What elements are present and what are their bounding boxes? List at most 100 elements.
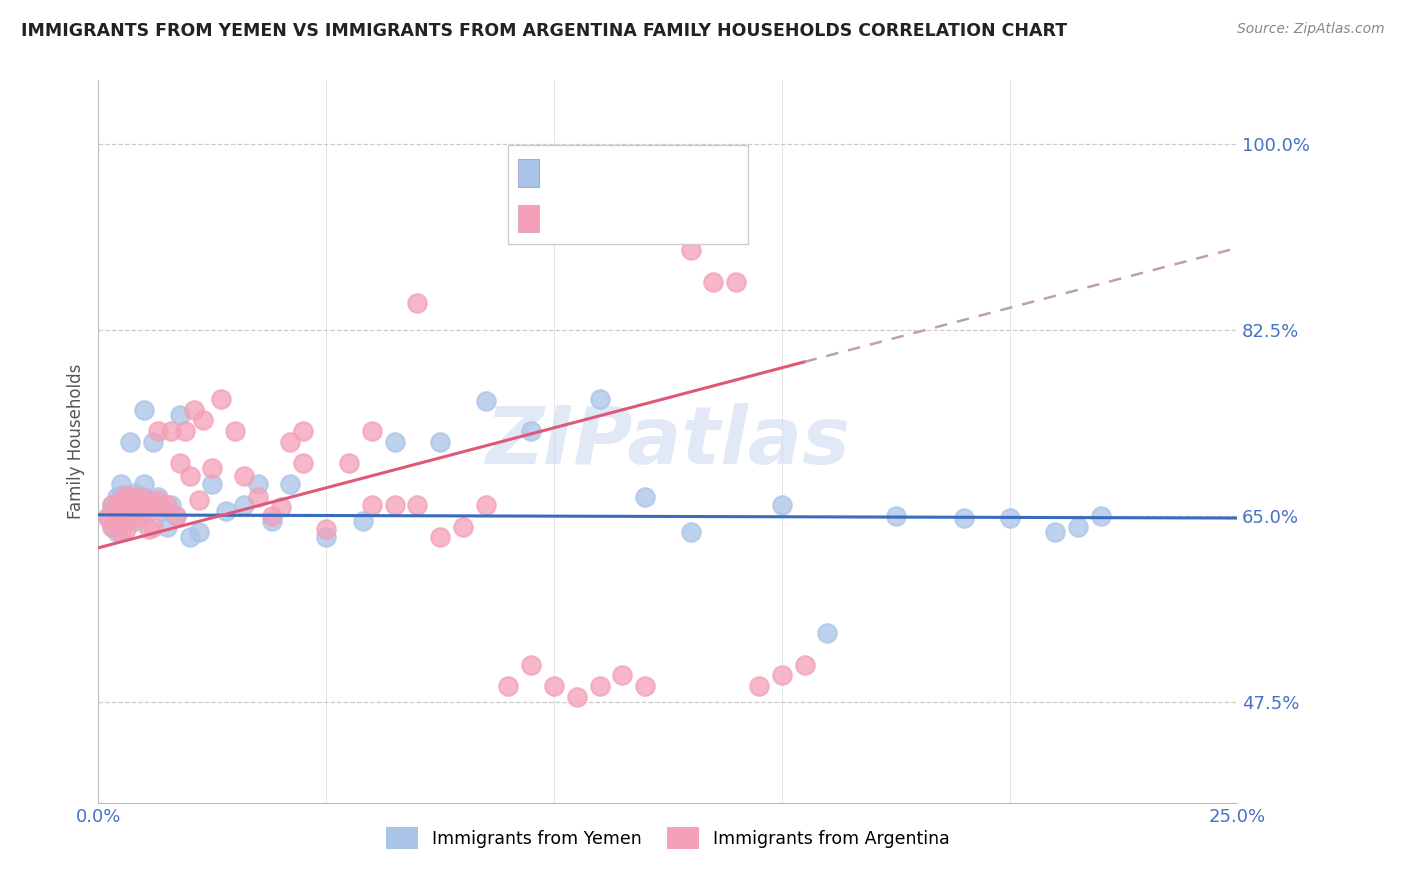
Text: N =: N = [652,209,692,227]
Point [114,488,136,502]
Text: 67: 67 [688,208,716,227]
Point [101,519,124,533]
Point [315,522,337,536]
Point [520,657,543,672]
Point [142,434,165,449]
Text: 50: 50 [688,163,714,182]
Point [150,503,173,517]
Point [193,413,215,427]
Point [1043,524,1066,539]
FancyBboxPatch shape [508,145,748,244]
Point [142,519,165,533]
Point [384,498,406,512]
FancyBboxPatch shape [517,204,540,233]
Point [725,275,748,289]
Text: -0.011: -0.011 [576,163,645,182]
Point [114,522,136,536]
Point [96,511,118,525]
Point [246,490,269,504]
Point [406,296,429,310]
Point [128,500,150,515]
Point [187,524,209,539]
Point [360,498,382,512]
Point [233,498,256,512]
Point [770,498,793,512]
Point [634,490,657,504]
Point [138,493,160,508]
Point [105,500,128,515]
Point [429,434,451,449]
Point [146,424,169,438]
Point [337,456,360,470]
Point [138,498,160,512]
Point [128,498,150,512]
Point [160,498,183,512]
Point [215,503,238,517]
Point [953,511,976,525]
Point [588,392,610,406]
Text: N =: N = [652,164,692,182]
Point [110,488,132,502]
Text: R =: R = [547,164,585,182]
Point [105,524,128,539]
Point [451,519,474,533]
Point [246,477,269,491]
Point [352,514,374,528]
Point [110,524,132,539]
Point [128,508,150,523]
Point [101,498,124,512]
Point [270,500,292,515]
Point [884,508,907,523]
Point [138,522,160,536]
Point [634,679,657,693]
Point [278,477,301,491]
Text: Source: ZipAtlas.com: Source: ZipAtlas.com [1237,22,1385,37]
Y-axis label: Family Households: Family Households [66,364,84,519]
Point [543,679,565,693]
Point [183,402,205,417]
Point [124,503,146,517]
Point [657,179,679,194]
Point [124,514,146,528]
Point [165,508,187,523]
Point [114,508,136,523]
Point [101,498,124,512]
Point [793,657,815,672]
Text: ZIPatlas: ZIPatlas [485,402,851,481]
Point [169,408,191,422]
Legend: Immigrants from Yemen, Immigrants from Argentina: Immigrants from Yemen, Immigrants from A… [380,821,956,855]
Point [702,275,724,289]
Point [114,511,136,525]
Point [315,530,337,544]
Text: 0.186: 0.186 [576,208,638,227]
Point [1067,519,1090,533]
Point [474,394,496,409]
Point [124,485,146,500]
Point [384,434,406,449]
Point [165,508,187,523]
Point [124,490,146,504]
Point [110,493,132,508]
Point [292,424,315,438]
Point [679,244,702,258]
Point [292,456,315,470]
Point [128,496,150,510]
Point [179,468,201,483]
Point [120,434,142,449]
Point [132,503,155,517]
Point [520,424,543,438]
FancyBboxPatch shape [517,159,540,186]
Point [132,402,155,417]
Point [233,468,256,483]
Point [174,424,197,438]
Point [105,511,128,525]
Point [998,511,1021,525]
Point [146,490,169,504]
Point [110,477,132,491]
Point [96,508,118,523]
Point [160,424,183,438]
Point [679,524,702,539]
Point [588,679,610,693]
Point [101,519,124,533]
Point [260,508,283,523]
